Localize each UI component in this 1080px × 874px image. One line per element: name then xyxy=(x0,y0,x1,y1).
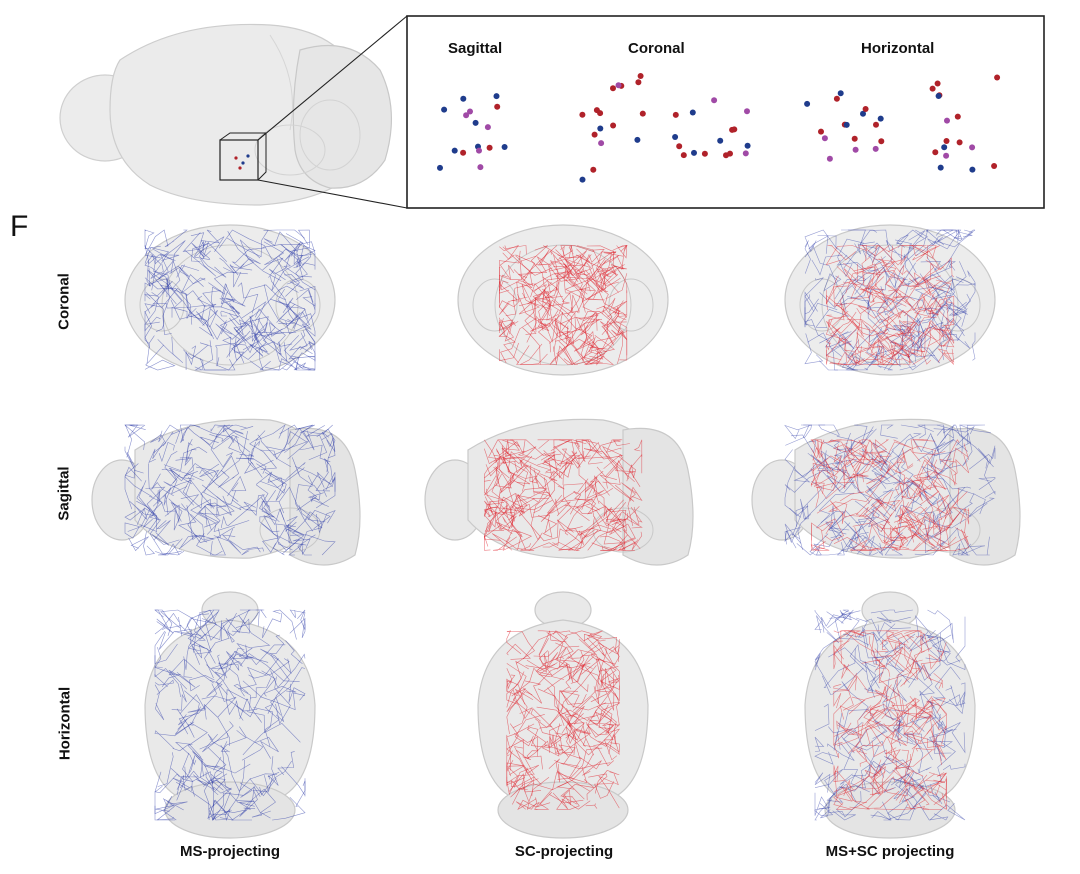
soma-dot xyxy=(477,164,484,171)
row-label-horizontal: Horizontal xyxy=(56,686,74,761)
brain-sagittal-3 xyxy=(751,418,1021,566)
brain-sagittal-2 xyxy=(424,418,694,566)
overview-brain xyxy=(59,15,408,209)
soma-dot xyxy=(711,97,718,104)
soma-dot xyxy=(579,111,586,118)
soma-dot xyxy=(486,144,493,151)
soma-dot xyxy=(991,163,998,169)
soma-dot xyxy=(501,144,508,150)
soma-dot xyxy=(460,149,467,156)
soma-dot xyxy=(467,108,473,115)
soma-dot xyxy=(597,125,604,132)
soma-dot xyxy=(610,85,616,92)
soma-dot xyxy=(833,95,840,102)
soma-dot xyxy=(937,164,944,171)
soma-dot xyxy=(821,135,828,142)
soma-dot xyxy=(929,85,936,92)
inset-title-sagittal: Sagittal xyxy=(448,40,503,57)
soma-dot xyxy=(934,80,941,87)
soma-dot xyxy=(729,126,736,133)
soma-dot xyxy=(615,82,622,89)
soma-dot xyxy=(837,90,844,97)
soma-dot xyxy=(634,136,641,143)
soma-dot xyxy=(494,103,501,110)
soma-dot xyxy=(597,110,604,117)
soma-dot xyxy=(932,149,939,156)
brain-coronal-1 xyxy=(124,224,336,376)
inset-title-horizontal: Horizontal xyxy=(861,40,935,57)
soma-dot xyxy=(635,79,642,86)
soma-dot xyxy=(851,135,858,142)
soma-dot xyxy=(590,166,597,173)
soma-dot xyxy=(639,110,646,117)
soma-dot xyxy=(943,138,950,144)
soma-dot xyxy=(852,146,859,153)
soma-dot xyxy=(742,150,749,157)
soma-dot xyxy=(460,95,467,102)
soma-dot xyxy=(969,166,976,173)
soma-dot xyxy=(727,150,733,157)
soma-dot xyxy=(680,152,687,159)
soma-dot xyxy=(493,93,500,100)
soma-dot xyxy=(994,74,1001,81)
soma-dot xyxy=(744,142,751,149)
brain-horizontal-1 xyxy=(144,591,316,839)
soma-dot xyxy=(954,113,961,120)
soma-dot xyxy=(877,115,884,122)
brain-coronal-3 xyxy=(784,224,996,376)
soma-dot xyxy=(717,137,724,144)
soma-dot xyxy=(610,122,617,129)
col-label-ms-sc: MS+SC projecting xyxy=(825,843,955,860)
soma-dot xyxy=(862,106,869,112)
soma-dot xyxy=(689,109,696,116)
soma-dot xyxy=(598,140,605,147)
soma-dot xyxy=(672,111,679,118)
soma-dot xyxy=(878,138,885,145)
soma-dot xyxy=(676,143,683,150)
soma-dot xyxy=(701,150,708,157)
brain-sagittal-1 xyxy=(91,418,361,566)
inset-soma-dots xyxy=(437,73,1001,183)
soma-dot xyxy=(944,117,950,124)
soma-dot xyxy=(463,112,470,119)
brain-coronal-2 xyxy=(457,224,669,376)
col-label-ms: MS-projecting xyxy=(180,843,280,860)
soma-dot xyxy=(744,108,750,115)
soma-dot xyxy=(941,144,948,151)
soma-dot xyxy=(873,121,879,128)
soma-dot xyxy=(476,147,482,154)
panel-f-brains xyxy=(91,224,1021,839)
soma-dot xyxy=(637,73,644,79)
soma-dot xyxy=(484,124,491,131)
soma-dot xyxy=(860,110,866,117)
soma-dot xyxy=(451,147,458,154)
soma-dot xyxy=(943,152,950,159)
inset-title-coronal: Coronal xyxy=(628,40,685,57)
soma-dot xyxy=(591,131,598,138)
soma-dot xyxy=(579,176,586,183)
soma-dot xyxy=(843,121,850,128)
soma-dot xyxy=(804,100,811,107)
row-label-sagittal: Sagittal xyxy=(55,466,73,521)
soma-dot xyxy=(935,93,942,99)
soma-dot xyxy=(472,119,479,126)
panel-letter-f: F xyxy=(10,210,29,243)
row-label-coronal: Coronal xyxy=(55,273,73,330)
soma-dot xyxy=(826,155,833,162)
brain-horizontal-2 xyxy=(477,591,649,839)
soma-dot xyxy=(969,144,976,151)
brain-horizontal-3 xyxy=(804,591,976,839)
soma-dot xyxy=(437,164,443,171)
soma-dot xyxy=(818,128,824,135)
soma-dot xyxy=(872,145,879,152)
soma-dot xyxy=(672,134,679,140)
soma-dot xyxy=(956,139,963,146)
soma-dot xyxy=(691,149,697,156)
soma-dot xyxy=(441,106,448,113)
inset-box xyxy=(406,15,1045,209)
col-label-sc: SC-projecting xyxy=(514,843,614,860)
